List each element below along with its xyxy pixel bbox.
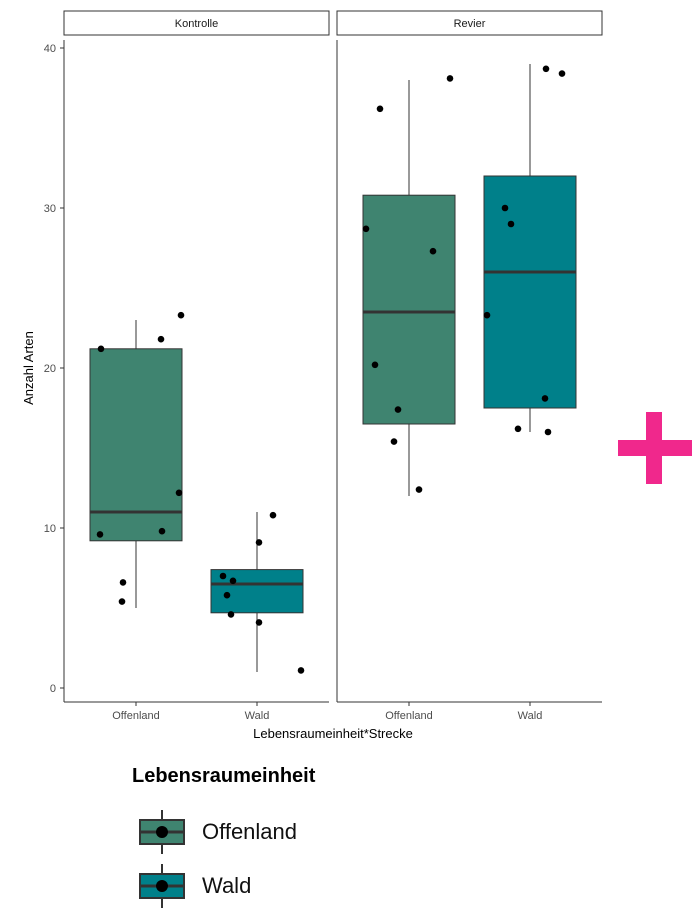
data-point	[255, 619, 263, 626]
box-wald	[210, 569, 304, 614]
data-point	[219, 572, 227, 580]
data-point	[501, 204, 509, 212]
y-tick-label: 20	[44, 363, 56, 375]
legend-key-offenland	[132, 810, 192, 854]
box-wald	[483, 175, 577, 409]
legend-key-wald	[132, 864, 192, 908]
data-point	[118, 598, 126, 605]
data-point	[119, 579, 127, 586]
strip-header-1	[336, 10, 603, 36]
strip-label-1: Revier	[454, 18, 486, 30]
facet-panel-1: Revier Offenland Wald	[336, 10, 603, 722]
x-tick-label: Offenland	[112, 710, 160, 722]
data-point	[429, 247, 437, 255]
data-point	[415, 486, 423, 493]
legend-item-wald: Wald	[132, 864, 462, 908]
data-point	[446, 75, 454, 82]
data-point	[227, 611, 235, 618]
data-point	[177, 311, 185, 319]
x-tick-label: Offenland	[385, 710, 433, 722]
legend-label-wald: Wald	[202, 873, 252, 898]
data-point	[507, 220, 515, 228]
data-point	[483, 311, 491, 319]
y-tick-label: 40	[44, 43, 56, 55]
data-point	[158, 527, 166, 535]
legend-item-offenland: Offenland	[132, 810, 462, 854]
data-point	[157, 335, 165, 343]
data-point	[97, 345, 105, 353]
x-axis-title: Lebensraumeinheit*Strecke	[253, 726, 413, 741]
x-tick-label: Wald	[245, 710, 270, 722]
data-point	[558, 70, 566, 77]
y-tick-label: 10	[44, 523, 56, 535]
data-point	[297, 667, 305, 674]
data-point	[541, 395, 549, 402]
data-point	[371, 361, 379, 369]
box-offenland	[89, 348, 183, 542]
data-point	[175, 489, 183, 497]
data-point	[229, 577, 237, 585]
strip-label-0: Kontrolle	[175, 18, 218, 30]
plus-icon	[618, 412, 692, 484]
boxplot-chart: Kontrolle 0 10 20 30 40 Offenland Wald Revier Off…	[21, 10, 603, 741]
data-point	[255, 539, 263, 546]
y-tick-label: 0	[50, 683, 56, 695]
data-point	[223, 591, 231, 599]
data-point	[514, 425, 522, 433]
data-point	[390, 438, 398, 445]
data-point	[362, 225, 370, 233]
y-tick-label: 30	[44, 203, 56, 215]
x-tick-label: Wald	[518, 710, 543, 722]
data-point	[376, 105, 384, 113]
data-point	[96, 531, 104, 538]
legend: Lebensraumeinheit Offenland Wald	[132, 765, 462, 908]
y-axis-title: Anzahl Arten	[21, 331, 36, 405]
data-point	[269, 511, 277, 519]
data-point	[542, 65, 550, 73]
legend-title: Lebensraumeinheit	[132, 765, 316, 787]
facet-panel-0: Kontrolle 0 10 20 30 40 Offenland Wald	[44, 10, 330, 722]
strip-header-0	[63, 10, 330, 36]
data-point	[544, 428, 552, 436]
box-offenland	[362, 194, 456, 425]
data-point	[394, 406, 402, 413]
legend-label-offenland: Offenland	[202, 819, 298, 844]
